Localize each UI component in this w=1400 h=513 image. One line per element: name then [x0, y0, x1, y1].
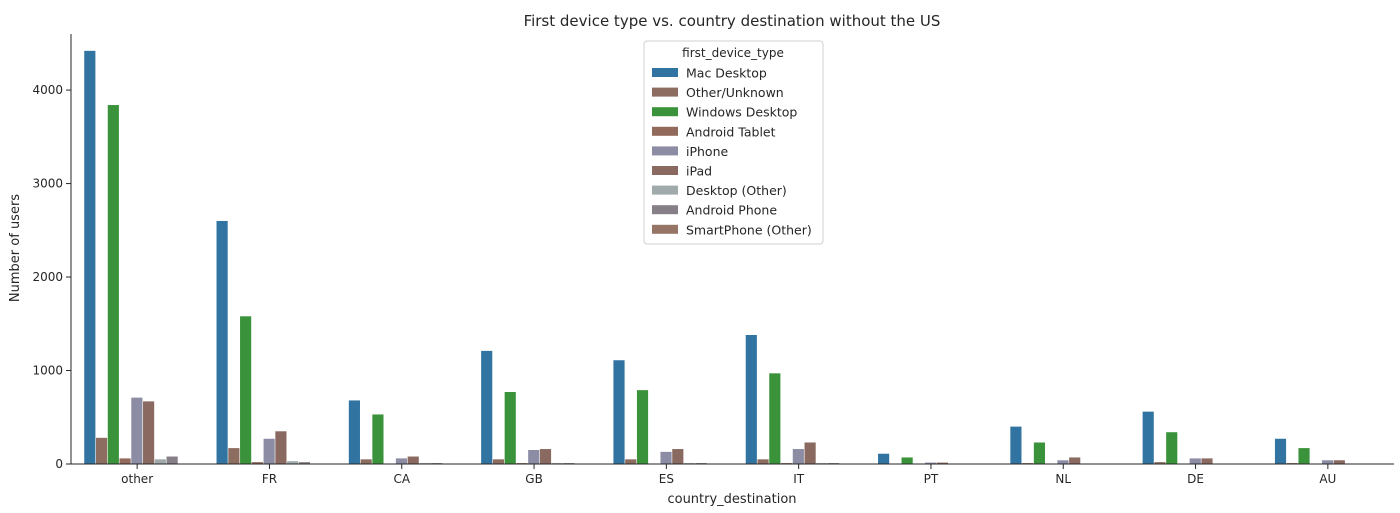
x-tick-label: other — [121, 472, 153, 486]
y-tick-label: 0 — [55, 457, 63, 471]
bar-ES-mac-desktop — [613, 360, 625, 464]
bar-GB-windows-desktop — [504, 392, 516, 464]
x-tick-label: CA — [393, 472, 410, 486]
legend-label: iPad — [686, 164, 712, 179]
bar-NL-iphone — [1057, 460, 1069, 464]
legend-swatch — [652, 185, 678, 195]
x-tick-label: IT — [793, 472, 805, 486]
x-tick-label: AU — [1319, 472, 1336, 486]
y-tick-label: 2000 — [32, 270, 63, 284]
bar-CA-mac-desktop — [348, 400, 360, 464]
legend-swatch — [652, 107, 678, 117]
x-tick-label: FR — [262, 472, 277, 486]
x-tick-label: GB — [525, 472, 543, 486]
bar-PT-iphone — [925, 462, 937, 464]
legend-swatch — [652, 205, 678, 215]
chart-title: First device type vs. country destinatio… — [524, 12, 941, 30]
legend-swatch — [652, 68, 678, 77]
bar-other-mac-desktop — [84, 50, 96, 464]
bar-CA-iphone — [395, 458, 408, 464]
bar-FR-mac-desktop — [216, 220, 228, 464]
bar-CA-ipad — [407, 456, 419, 464]
bar-NL-ipad — [1069, 457, 1081, 464]
bar-other-android-phone — [166, 456, 178, 464]
bar-other-other-unknown — [95, 437, 108, 464]
bar-FR-desktop-other — [287, 461, 299, 464]
bar-AU-ipad — [1333, 460, 1345, 464]
bar-FR-iphone — [263, 438, 275, 464]
legend-label: Desktop (Other) — [686, 183, 787, 198]
y-tick-label: 4000 — [32, 83, 63, 97]
legend-label: Windows Desktop — [686, 105, 797, 120]
bar-ES-other-unknown — [625, 459, 637, 464]
legend-swatch — [652, 87, 678, 97]
legend-label: Other/Unknown — [686, 85, 784, 100]
bar-other-desktop-other — [154, 459, 166, 464]
bar-IT-ipad — [804, 442, 816, 464]
x-ticks: other FR CA GB ES IT PT NL DE AU — [121, 464, 1336, 486]
legend-swatch — [652, 166, 678, 175]
bar-AU-mac-desktop — [1274, 438, 1287, 464]
bar-IT-windows-desktop — [769, 373, 781, 464]
legend-label: iPhone — [686, 144, 729, 159]
legend-label: Android Tablet — [686, 124, 776, 139]
bar-DE-windows-desktop — [1166, 432, 1178, 464]
bar-PT-mac-desktop — [878, 453, 890, 464]
legend-label: SmartPhone (Other) — [686, 222, 812, 237]
y-ticks: 0 1000 2000 3000 4000 — [32, 83, 71, 471]
bar-DE-other-unknown — [1154, 462, 1166, 464]
bar-DE-ipad — [1201, 458, 1213, 464]
bar-FR-ipad — [275, 431, 287, 464]
legend-label: Android Phone — [686, 203, 777, 218]
bar-CA-windows-desktop — [372, 414, 384, 464]
x-tick-label: NL — [1055, 472, 1071, 486]
bar-NL-mac-desktop — [1010, 426, 1022, 464]
legend-frame — [643, 40, 824, 245]
bar-GB-ipad — [539, 449, 552, 464]
bar-IT-mac-desktop — [745, 335, 757, 464]
bar-GB-mac-desktop — [481, 350, 493, 464]
bar-FR-windows-desktop — [240, 316, 252, 464]
bar-IT-iphone — [792, 449, 804, 464]
bar-other-ipad — [143, 401, 155, 464]
bar-FR-android-tablet — [251, 462, 263, 464]
bars-group — [84, 50, 1381, 464]
legend-swatch — [652, 224, 678, 234]
legend-label: Mac Desktop — [686, 66, 767, 81]
bar-PT-windows-desktop — [901, 457, 913, 464]
y-axis-label: Number of users — [8, 194, 23, 302]
x-tick-label: DE — [1187, 472, 1204, 486]
bar-other-windows-desktop — [107, 105, 119, 464]
legend-swatch — [652, 126, 678, 136]
bar-DE-iphone — [1189, 458, 1201, 464]
bar-GB-other-unknown — [492, 459, 505, 464]
bar-CA-other-unknown — [360, 459, 372, 464]
bar-other-android-tablet — [119, 458, 131, 464]
legend-title: first_device_type — [682, 46, 784, 60]
bar-ES-ipad — [672, 449, 684, 464]
legend-swatch — [652, 146, 678, 156]
y-tick-label: 3000 — [32, 177, 63, 191]
bar-DE-mac-desktop — [1142, 411, 1154, 464]
bar-GB-iphone — [528, 449, 540, 464]
legend: first_device_type Mac Desktop Other/Unkno… — [643, 40, 824, 245]
legend-items: Mac Desktop Other/Unknown Windows Desktop A… — [652, 66, 812, 237]
bar-ES-windows-desktop — [636, 390, 649, 464]
x-axis-label: country_destination — [667, 492, 796, 507]
bar-AU-iphone — [1321, 460, 1334, 464]
x-tick-label: PT — [924, 472, 939, 486]
bar-NL-windows-desktop — [1033, 442, 1046, 464]
bar-ES-iphone — [660, 451, 672, 464]
bar-other-iphone — [131, 397, 143, 464]
bar-IT-other-unknown — [757, 459, 769, 464]
bar-FR-other-unknown — [228, 448, 240, 464]
bar-AU-windows-desktop — [1298, 448, 1310, 464]
x-tick-label: ES — [659, 472, 674, 486]
bar-FR-android-phone — [298, 462, 311, 464]
y-tick-label: 1000 — [32, 364, 63, 378]
bar-PT-ipad — [936, 462, 948, 464]
